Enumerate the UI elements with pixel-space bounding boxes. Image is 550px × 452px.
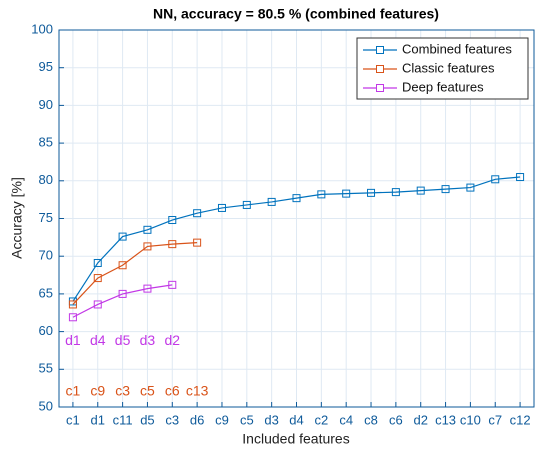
x-tick-label: c1: [66, 412, 80, 427]
x-tick-label: d4: [289, 412, 303, 427]
y-tick-label: 95: [39, 59, 53, 74]
annotation: c5: [140, 383, 155, 399]
x-tick-label: c9: [215, 412, 229, 427]
x-tick-label: c3: [165, 412, 179, 427]
y-tick-label: 85: [39, 135, 53, 150]
marker: [391, 188, 400, 197]
marker: [441, 185, 450, 194]
y-tick-label: 55: [39, 361, 53, 376]
series-line: [72, 284, 173, 318]
marker: [217, 203, 226, 212]
marker: [292, 194, 301, 203]
x-tick-label: d5: [140, 412, 154, 427]
marker: [93, 274, 102, 283]
x-tick-label: c6: [389, 412, 403, 427]
marker: [68, 300, 77, 309]
y-axis-label: Accuracy [%]: [9, 177, 25, 259]
annotation: d1: [65, 332, 81, 348]
legend-label: Deep features: [402, 79, 484, 94]
marker: [168, 280, 177, 289]
marker: [143, 225, 152, 234]
y-tick-label: 80: [39, 172, 53, 187]
annotation: d2: [164, 332, 180, 348]
marker: [367, 188, 376, 197]
legend-marker: [376, 84, 384, 92]
marker: [416, 186, 425, 195]
y-tick-label: 60: [39, 323, 53, 338]
marker: [491, 175, 500, 184]
annotation: d5: [115, 332, 131, 348]
annotation: d4: [90, 332, 106, 348]
y-tick-label: 65: [39, 285, 53, 300]
legend-marker: [376, 46, 384, 54]
marker: [118, 289, 127, 298]
marker: [516, 173, 525, 182]
x-tick-label: c8: [364, 412, 378, 427]
chart-title: NN, accuracy = 80.5 % (combined features…: [153, 6, 439, 22]
marker: [317, 190, 326, 199]
x-tick-label: c4: [339, 412, 353, 427]
marker: [193, 209, 202, 218]
marker: [466, 183, 475, 192]
marker: [193, 238, 202, 247]
x-tick-label: d6: [190, 412, 204, 427]
marker: [168, 216, 177, 225]
y-tick-label: 100: [31, 21, 53, 36]
x-tick-label: d3: [264, 412, 278, 427]
marker: [68, 313, 77, 322]
marker: [118, 261, 127, 270]
y-tick-label: 50: [39, 398, 53, 413]
legend-label: Classic features: [402, 60, 495, 75]
annotation: d3: [140, 332, 156, 348]
x-tick-label: c2: [314, 412, 328, 427]
marker: [93, 300, 102, 309]
marker: [168, 240, 177, 249]
x-tick-label: d2: [413, 412, 427, 427]
series-line: [72, 242, 198, 305]
annotation: c6: [165, 383, 180, 399]
series-line: [72, 176, 521, 302]
x-tick-label: c13: [435, 412, 456, 427]
annotation: c9: [90, 383, 105, 399]
x-tick-label: c12: [510, 412, 531, 427]
plot-frame: [58, 29, 535, 408]
y-tick-label: 70: [39, 248, 53, 263]
marker: [143, 284, 152, 293]
x-axis-label: Included features: [242, 431, 349, 447]
x-tick-label: c11: [113, 412, 133, 427]
x-tick-label: c10: [460, 412, 481, 427]
annotation: c3: [115, 383, 130, 399]
marker: [118, 232, 127, 241]
legend-marker: [376, 65, 384, 73]
marker: [93, 258, 102, 267]
marker: [143, 242, 152, 251]
marker: [342, 189, 351, 198]
legend-label: Combined features: [402, 41, 512, 56]
x-tick-label: c7: [488, 412, 502, 427]
x-tick-label: d1: [91, 412, 105, 427]
marker: [242, 200, 251, 209]
x-tick-label: c5: [240, 412, 254, 427]
annotation: c1: [66, 383, 81, 399]
y-tick-label: 90: [39, 97, 53, 112]
y-tick-label: 75: [39, 210, 53, 225]
annotation: c13: [186, 383, 209, 399]
marker: [267, 197, 276, 206]
